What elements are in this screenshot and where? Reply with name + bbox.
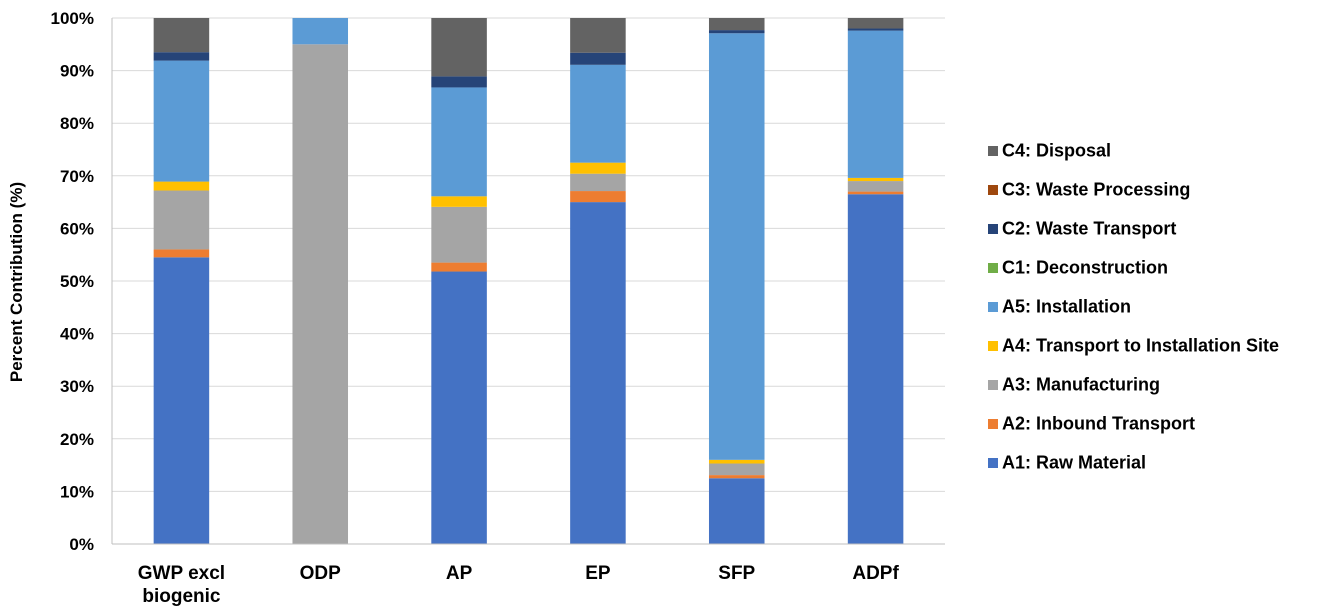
legend-swatch — [988, 224, 998, 234]
y-tick-label: 10% — [60, 482, 94, 501]
bar-segment — [153, 60, 210, 182]
legend-swatch — [988, 380, 998, 390]
legend-swatch — [988, 458, 998, 468]
bar-segment — [847, 28, 904, 31]
bar-segment — [431, 262, 487, 272]
legend-swatch — [988, 302, 998, 312]
legend-label: A1: Raw Material — [1002, 453, 1146, 473]
bar-segment — [570, 162, 626, 174]
legend-swatch — [988, 146, 998, 156]
bar-segment — [847, 30, 904, 178]
bar-segment — [153, 181, 210, 191]
bar-segment — [708, 33, 765, 460]
y-tick-label: 40% — [60, 325, 94, 344]
bar-segment — [570, 64, 626, 163]
x-category-label: SFP — [718, 563, 755, 584]
legend-label: A5: Installation — [1002, 297, 1131, 317]
legend-swatch — [988, 341, 998, 351]
bar-segment — [153, 52, 210, 61]
y-tick-label: 70% — [60, 167, 94, 186]
axes — [111, 18, 945, 545]
bar-segment — [847, 18, 904, 29]
y-tick-labels: 0% 10% 20% 30% 40% 50% 60% 70% 80% 90% 100% — [51, 9, 94, 554]
y-tick-label: 30% — [60, 377, 94, 396]
bar-segment — [431, 76, 487, 88]
y-axis-label: Percent Contribution (%) — [7, 182, 26, 382]
bar-segment — [570, 202, 626, 544]
bar-segment — [708, 463, 765, 476]
legend-swatch — [988, 419, 998, 429]
bar-segment — [708, 30, 765, 34]
x-category-label: ODP — [300, 563, 342, 584]
y-tick-label: 100% — [51, 9, 94, 28]
legend-label: A3: Manufacturing — [1002, 375, 1160, 395]
x-category-label: AP — [446, 563, 473, 584]
bar-segment — [847, 181, 904, 192]
legend: C4: Disposal C3: Waste Processing C2: Wast… — [988, 141, 1279, 473]
x-category-labels: GWP excl biogenic ODP AP EP SFP ADPf — [138, 563, 900, 607]
bar-segment — [847, 191, 904, 195]
bar-segment — [431, 271, 487, 544]
bar-segment — [570, 173, 626, 192]
x-category-label: EP — [585, 563, 611, 584]
bar-segment — [431, 206, 487, 263]
legend-label: C2: Waste Transport — [1002, 219, 1176, 239]
bar-segment — [431, 196, 487, 207]
bar-segment — [708, 475, 765, 479]
bar-segment — [708, 459, 765, 464]
bar-segment — [708, 18, 765, 31]
bar-segment — [847, 177, 904, 182]
y-tick-label: 0% — [69, 535, 94, 554]
y-tick-label: 80% — [60, 114, 94, 133]
x-category-label: GWP excl biogenic — [138, 563, 225, 607]
legend-label: C4: Disposal — [1002, 141, 1111, 161]
bar-segment — [153, 249, 210, 258]
bar-segment — [708, 478, 765, 544]
bar-stacks — [153, 18, 904, 545]
legend-label: A4: Transport to Installation Site — [1002, 336, 1279, 356]
bar-segment — [431, 18, 487, 77]
x-category-label: ADPf — [852, 563, 899, 584]
bar-segment — [570, 18, 626, 53]
bar-segment — [153, 190, 210, 250]
gridlines — [112, 17, 945, 492]
legend-swatch — [988, 185, 998, 195]
legend-label: C1: Deconstruction — [1002, 258, 1168, 278]
bar-segment — [570, 191, 626, 203]
bar-segment — [292, 44, 349, 545]
bar-segment — [153, 18, 210, 53]
legend-label: A2: Inbound Transport — [1002, 414, 1195, 434]
y-tick-label: 90% — [60, 62, 94, 81]
y-tick-label: 60% — [60, 219, 94, 238]
bar-segment — [570, 52, 626, 65]
bar-segment — [431, 87, 487, 197]
y-tick-label: 20% — [60, 430, 94, 449]
legend-label: C3: Waste Processing — [1002, 180, 1190, 200]
bar-segment — [847, 194, 904, 544]
bar-segment — [153, 257, 210, 544]
bar-segment — [292, 18, 349, 45]
legend-swatch — [988, 263, 998, 273]
y-tick-label: 50% — [60, 272, 94, 291]
